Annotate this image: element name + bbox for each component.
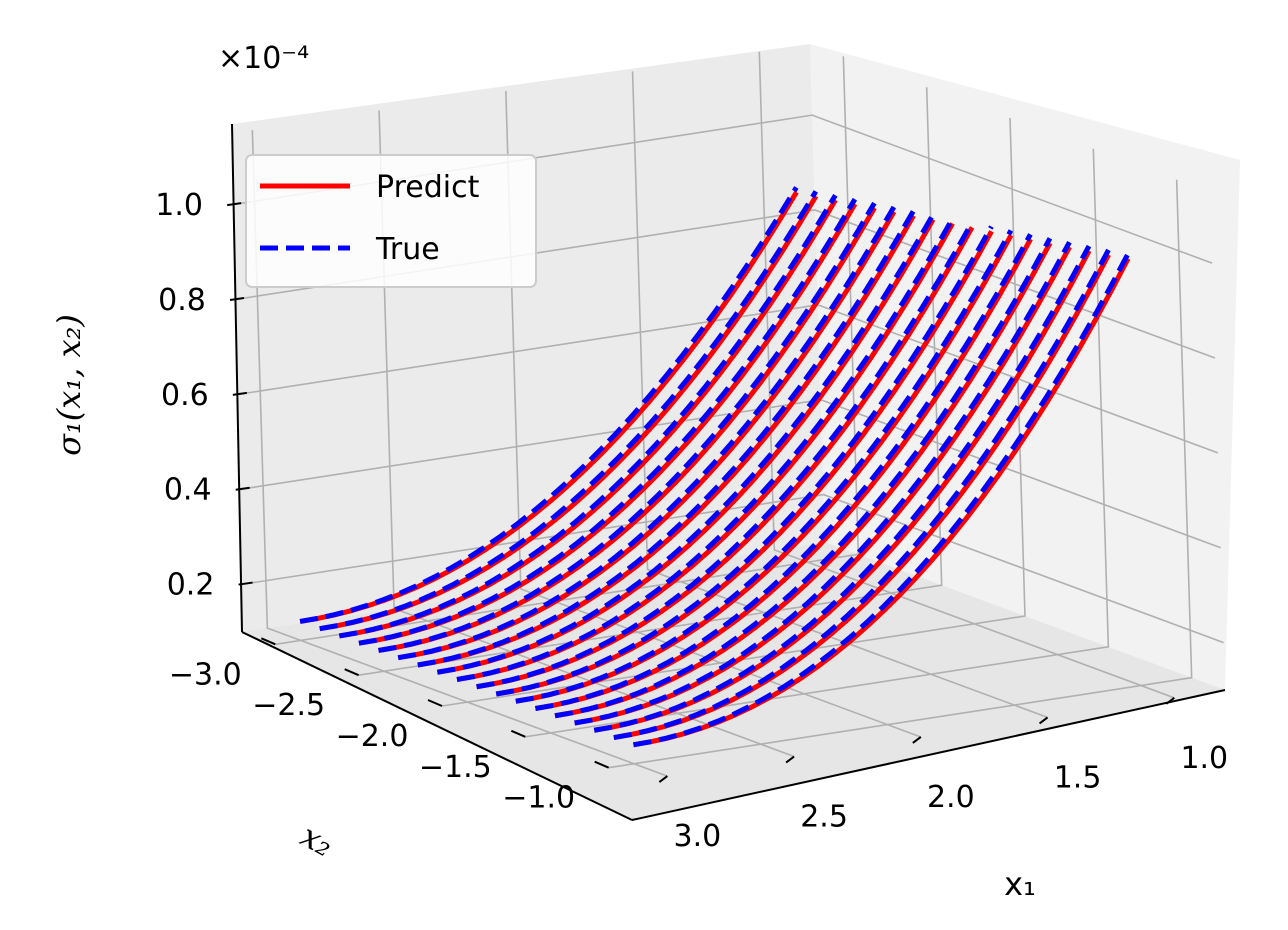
- grid-x-4: [251, 130, 668, 777]
- grid-x-0: [758, 51, 1175, 699]
- y-tick-1: [344, 668, 360, 677]
- x-tick-0: [1165, 697, 1175, 705]
- x-tick-label-4: 3.0: [673, 819, 721, 854]
- y-tick-2: [427, 699, 443, 707]
- x-tick-label-1: 1.5: [1054, 760, 1102, 795]
- z-tick-label-2: 0.6: [161, 378, 209, 413]
- y-tick-0: [260, 637, 276, 646]
- y-tick-label-4: −1.0: [502, 781, 575, 816]
- true-curve-1: [319, 190, 818, 632]
- z-tick-label-1: 0.4: [164, 473, 212, 508]
- true-curve-13: [554, 237, 1053, 719]
- y-tick-label-2: −2.0: [336, 719, 409, 754]
- true-curve-8: [456, 217, 955, 682]
- z-tick-label-0: 0.2: [167, 568, 215, 603]
- true-curve-9: [476, 221, 975, 690]
- true-curve-10: [495, 225, 994, 697]
- y-tick-4: [594, 760, 610, 769]
- true-curve-2: [338, 194, 838, 639]
- z-tick-label-4: 1.0: [155, 188, 203, 223]
- x-tick-label-2: 2.0: [927, 780, 975, 815]
- x-tick-2: [912, 736, 922, 744]
- y-tick-label-1: −2.5: [252, 688, 325, 723]
- grid-x-1: [631, 71, 1048, 719]
- x-tick-1: [1038, 716, 1049, 725]
- y-axis-label: x₂: [295, 816, 340, 864]
- z-axis-label: σ₁(x₁, x₂): [50, 314, 88, 456]
- grid-z-0: [240, 493, 1224, 644]
- y-tick-label-0: −3.0: [169, 657, 242, 692]
- y-tick-label-3: −1.5: [419, 750, 492, 785]
- x-tick-3: [785, 755, 795, 764]
- curves: [299, 186, 1131, 748]
- x-tick-label-3: 2.5: [800, 800, 848, 835]
- true-curve-15: [593, 244, 1092, 733]
- grid-y-4: [608, 179, 1193, 769]
- true-curve-6: [417, 209, 916, 668]
- legend-label-true: True: [375, 232, 440, 267]
- true-curve-3: [358, 197, 858, 646]
- true-curve-4: [378, 201, 877, 653]
- true-curve-16: [613, 248, 1111, 740]
- legend: Predict True: [245, 154, 537, 288]
- true-curve-14: [574, 240, 1072, 726]
- x-axis-line: [631, 689, 1226, 821]
- x-tick-label-0: 1.0: [1180, 741, 1228, 776]
- z-scale-label: ×10⁻⁴: [218, 41, 309, 76]
- z-tick-1: [235, 486, 250, 491]
- z-tick-4: [227, 202, 242, 207]
- z-tick-0: [238, 581, 253, 586]
- z-axis-line: [231, 123, 243, 633]
- z-tick-3: [229, 297, 245, 301]
- z-tick-2: [232, 391, 247, 396]
- tick-labels: 0.2 0.4 0.6 0.8 1.0 1.0 1.5 2.0 2.5 3.0 −3.0 −2.5 −2…: [155, 188, 1228, 854]
- x-axis-label: x₁: [1004, 865, 1036, 903]
- true-curve-12: [534, 233, 1033, 711]
- y-tick-3: [510, 729, 526, 738]
- true-curve-5: [397, 205, 897, 661]
- true-curve-11: [515, 229, 1014, 704]
- y-axis-line: [241, 631, 633, 821]
- z-tick-label-3: 0.8: [158, 283, 206, 318]
- true-curve-0: [299, 186, 799, 624]
- ticks: [227, 202, 1175, 783]
- true-curve-17: [633, 252, 1131, 748]
- x-tick-4: [658, 775, 668, 783]
- legend-label-predict: Predict: [376, 170, 480, 205]
- true-curve-7: [436, 213, 936, 675]
